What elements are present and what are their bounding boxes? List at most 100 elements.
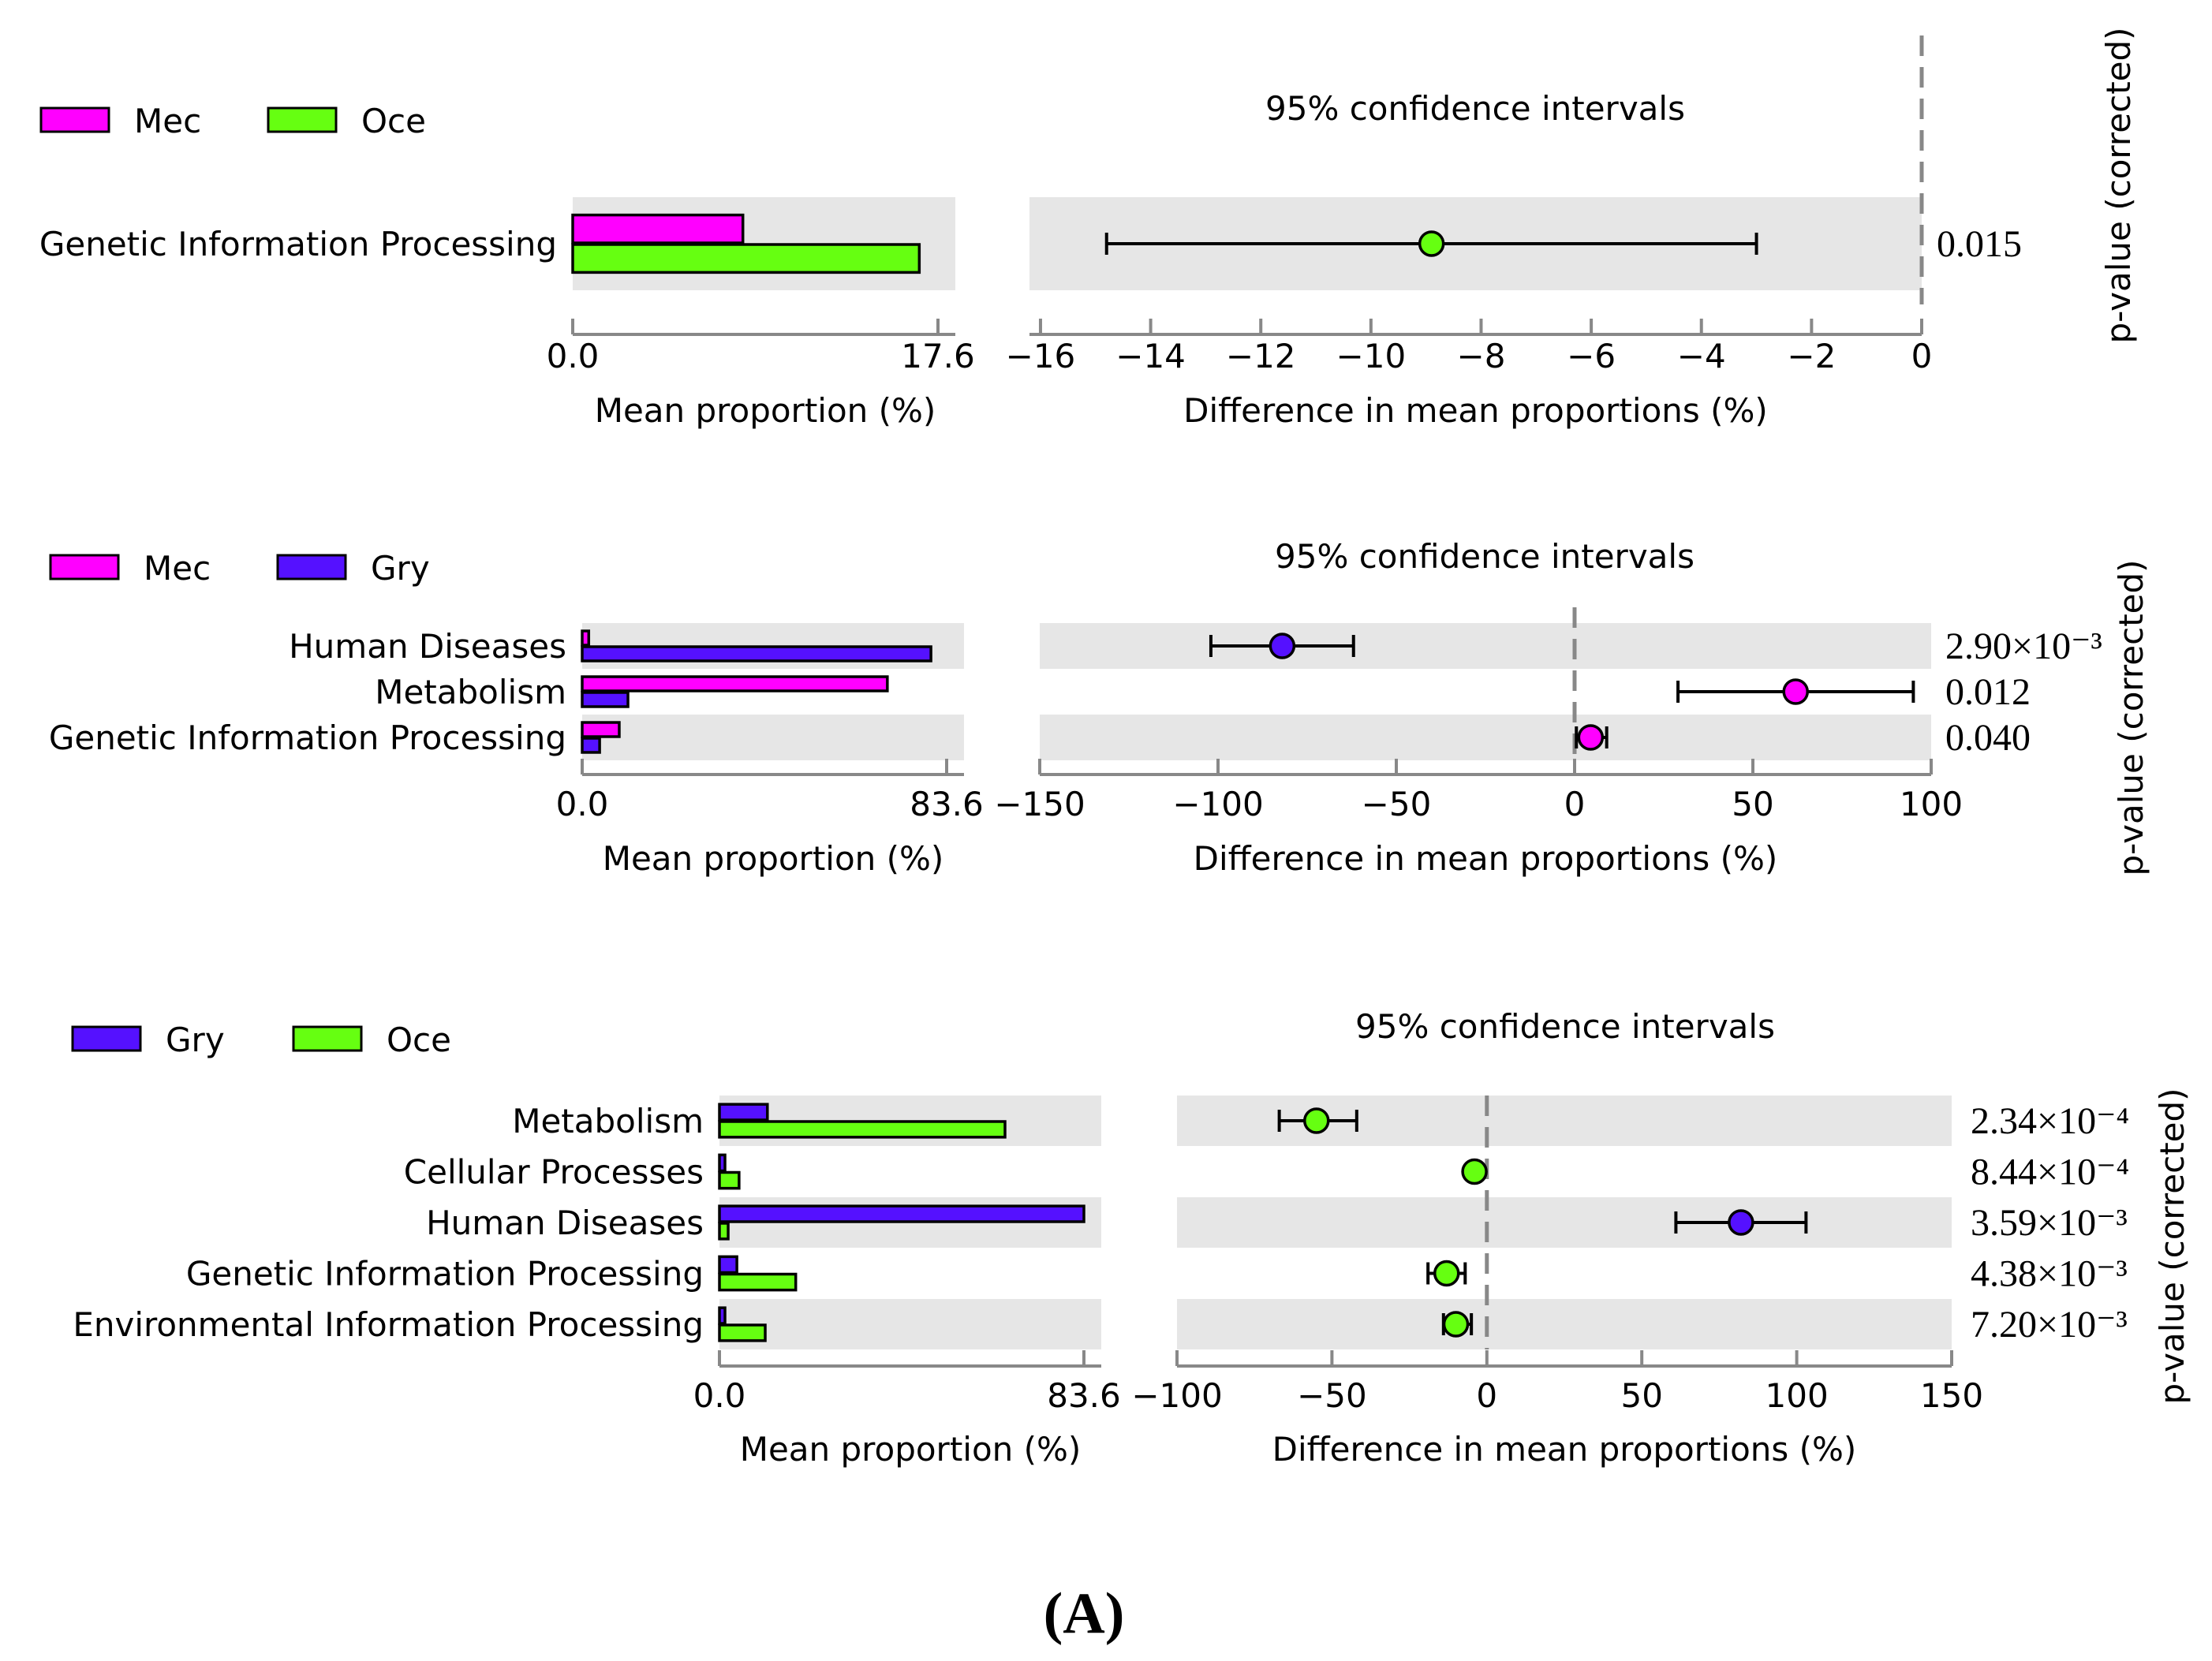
right-tick-label: −100: [1172, 785, 1263, 823]
pvalue: 8.44×10⁻⁴: [1971, 1152, 2129, 1193]
diff-point: [1303, 1107, 1330, 1134]
diff-point: [1433, 1260, 1460, 1287]
row-label: Metabolism: [375, 673, 566, 711]
ci-title: 95% confidence intervals: [1355, 1007, 1775, 1046]
pvalue: 0.015: [1937, 223, 2022, 265]
bar-oce: [718, 1120, 1007, 1139]
pvalue: 7.20×10⁻³: [1971, 1304, 2128, 1346]
right-tick-label: 0: [1911, 337, 1933, 375]
bar-oce: [718, 1222, 730, 1241]
left-tick-label: 0.0: [556, 785, 609, 823]
left-tick-label: 83.6: [910, 785, 984, 823]
bar-oce: [718, 1170, 741, 1190]
right-tick-label: −50: [1297, 1376, 1367, 1415]
right-band: [1040, 623, 1931, 669]
pvalue: 2.90×10⁻³: [1945, 625, 2102, 667]
right-tick-label: −8: [1457, 337, 1506, 375]
legend-swatch-gry: [71, 1025, 142, 1052]
right-tick-label: −12: [1226, 337, 1296, 375]
left-xlabel: Mean proportion (%): [740, 1430, 1082, 1469]
legend-label-oce: Oce: [387, 1021, 451, 1059]
legend-label-gry: Gry: [371, 549, 430, 588]
legend-swatch-oce: [267, 106, 338, 133]
figure-label: (A): [1044, 1581, 1125, 1646]
panel-1: Mec Oce 95% confidence intervals Genetic In…: [39, 27, 2138, 430]
legend-label-mec: Mec: [144, 549, 211, 588]
right-band: [1040, 715, 1931, 760]
left-xlabel: Mean proportion (%): [595, 391, 936, 430]
left-band: [582, 715, 964, 760]
panel-3: Gry Oce 95% confidence intervals Metabolism…: [71, 1007, 2191, 1469]
right-xlabel: Difference in mean proportions (%): [1272, 1430, 1857, 1469]
row-label: Genetic Information Processing: [49, 719, 566, 757]
bar-gry: [581, 737, 601, 754]
left-tick-label: 17.6: [901, 337, 975, 375]
left-band: [719, 1299, 1101, 1349]
right-tick-label: −16: [1006, 337, 1076, 375]
diff-point: [1728, 1209, 1754, 1236]
right-tick-label: −4: [1677, 337, 1726, 375]
legend-swatch-mec: [49, 554, 120, 580]
bar-oce: [718, 1323, 767, 1342]
row-label: Human Diseases: [289, 627, 566, 666]
ci-title: 95% confidence intervals: [1265, 89, 1685, 128]
legend-swatch-gry: [276, 554, 347, 580]
legend-swatch-mec: [39, 106, 110, 133]
left-tick-label: 83.6: [1047, 1376, 1121, 1415]
bar-gry: [718, 1103, 769, 1122]
legend-label-oce: Oce: [361, 102, 426, 140]
bar-mec: [581, 629, 591, 647]
panel-2: Mec Gry 95% confidence intervals Human Dise…: [49, 537, 2150, 878]
right-tick-label: 100: [1900, 785, 1963, 823]
pvalue-axis-label: p-value (corrected): [2099, 27, 2138, 343]
bar-gry: [581, 645, 932, 663]
bar-gry: [718, 1255, 738, 1275]
diff-point: [1461, 1158, 1488, 1185]
diff-point: [1442, 1311, 1470, 1338]
right-band: [1177, 1197, 1952, 1248]
bar-gry: [718, 1153, 727, 1173]
diff-point: [1782, 678, 1809, 705]
pvalue: 2.34×10⁻⁴: [1971, 1100, 2129, 1142]
legend-swatch-oce: [292, 1025, 363, 1052]
right-band: [1177, 1299, 1952, 1349]
left-tick-label: 0.0: [547, 337, 600, 375]
right-tick-label: −150: [994, 785, 1085, 823]
diff-point: [1418, 230, 1445, 257]
right-tick-label: −100: [1131, 1376, 1222, 1415]
right-tick-label: −50: [1362, 785, 1432, 823]
pvalue-axis-label: p-value (corrected): [2112, 559, 2150, 875]
pvalue: 4.38×10⁻³: [1971, 1253, 2128, 1295]
right-tick-label: 100: [1765, 1376, 1829, 1415]
bar-gry: [718, 1204, 1085, 1223]
right-tick-label: −6: [1567, 337, 1616, 375]
left-xlabel: Mean proportion (%): [603, 839, 944, 878]
bar-mec: [571, 213, 745, 244]
pvalue: 0.012: [1945, 671, 2031, 713]
pvalue: 0.040: [1945, 717, 2031, 759]
ci-title: 95% confidence intervals: [1275, 537, 1694, 576]
legend-label-mec: Mec: [134, 102, 201, 140]
bar-oce: [718, 1272, 798, 1292]
bar-oce: [571, 243, 921, 274]
right-tick-label: −2: [1787, 337, 1836, 375]
bar-gry: [581, 691, 630, 708]
right-tick-label: −14: [1115, 337, 1186, 375]
right-tick-label: 0: [1564, 785, 1586, 823]
row-label: Genetic Information Processing: [186, 1255, 704, 1293]
bar-gry: [718, 1306, 727, 1325]
row-label: Metabolism: [512, 1102, 704, 1140]
right-xlabel: Difference in mean proportions (%): [1194, 839, 1778, 878]
row-label: Human Diseases: [426, 1204, 704, 1242]
right-tick-label: 0: [1476, 1376, 1497, 1415]
bar-mec: [581, 675, 889, 692]
row-label: Genetic Information Processing: [39, 225, 557, 263]
diff-point: [1269, 633, 1296, 659]
right-tick-label: 50: [1620, 1376, 1662, 1415]
pvalue-axis-label: p-value (corrected): [2153, 1088, 2191, 1404]
diff-point: [1577, 724, 1605, 751]
left-tick-label: 0.0: [693, 1376, 746, 1415]
right-tick-label: 150: [1920, 1376, 1983, 1415]
